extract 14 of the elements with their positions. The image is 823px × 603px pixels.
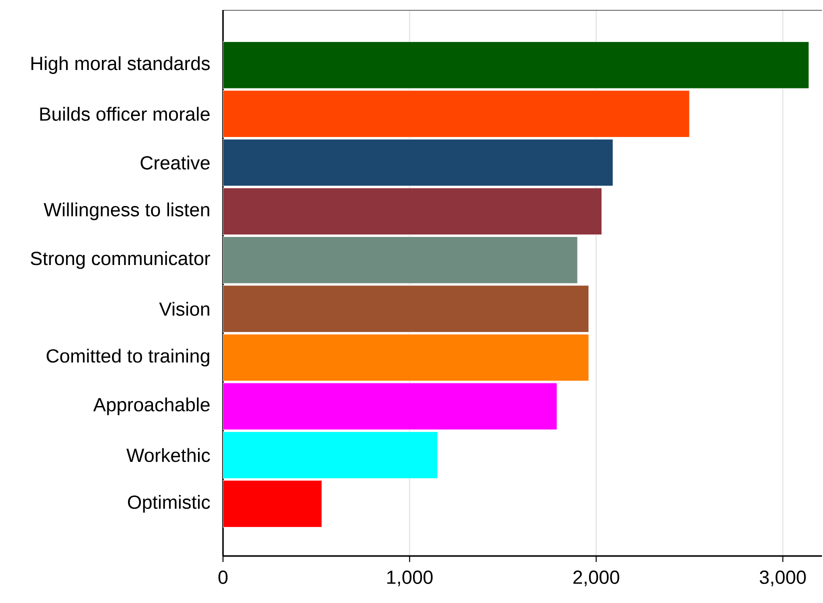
y-tick-label: Strong communicator bbox=[30, 251, 210, 269]
x-tick-label: 1,000 bbox=[387, 570, 433, 586]
x-tick-label: 2,000 bbox=[573, 570, 620, 586]
y-tick-label: Builds officer morale bbox=[40, 106, 210, 121]
y-tick-label: Willingness to listen bbox=[44, 202, 210, 220]
x-tick-label: 0 bbox=[218, 570, 228, 584]
y-tick-label: Vision bbox=[159, 302, 210, 316]
y-tick-label: High moral standards bbox=[31, 56, 210, 74]
y-tick-label: Optimistic bbox=[128, 494, 210, 513]
x-tick-label: 3,000 bbox=[760, 570, 806, 586]
y-tick-label: Approachable bbox=[93, 397, 210, 416]
y-tick-label: Creative bbox=[140, 156, 210, 170]
y-tick-label: Workethic bbox=[126, 448, 210, 462]
y-tick-label: Comitted to training bbox=[46, 348, 210, 366]
